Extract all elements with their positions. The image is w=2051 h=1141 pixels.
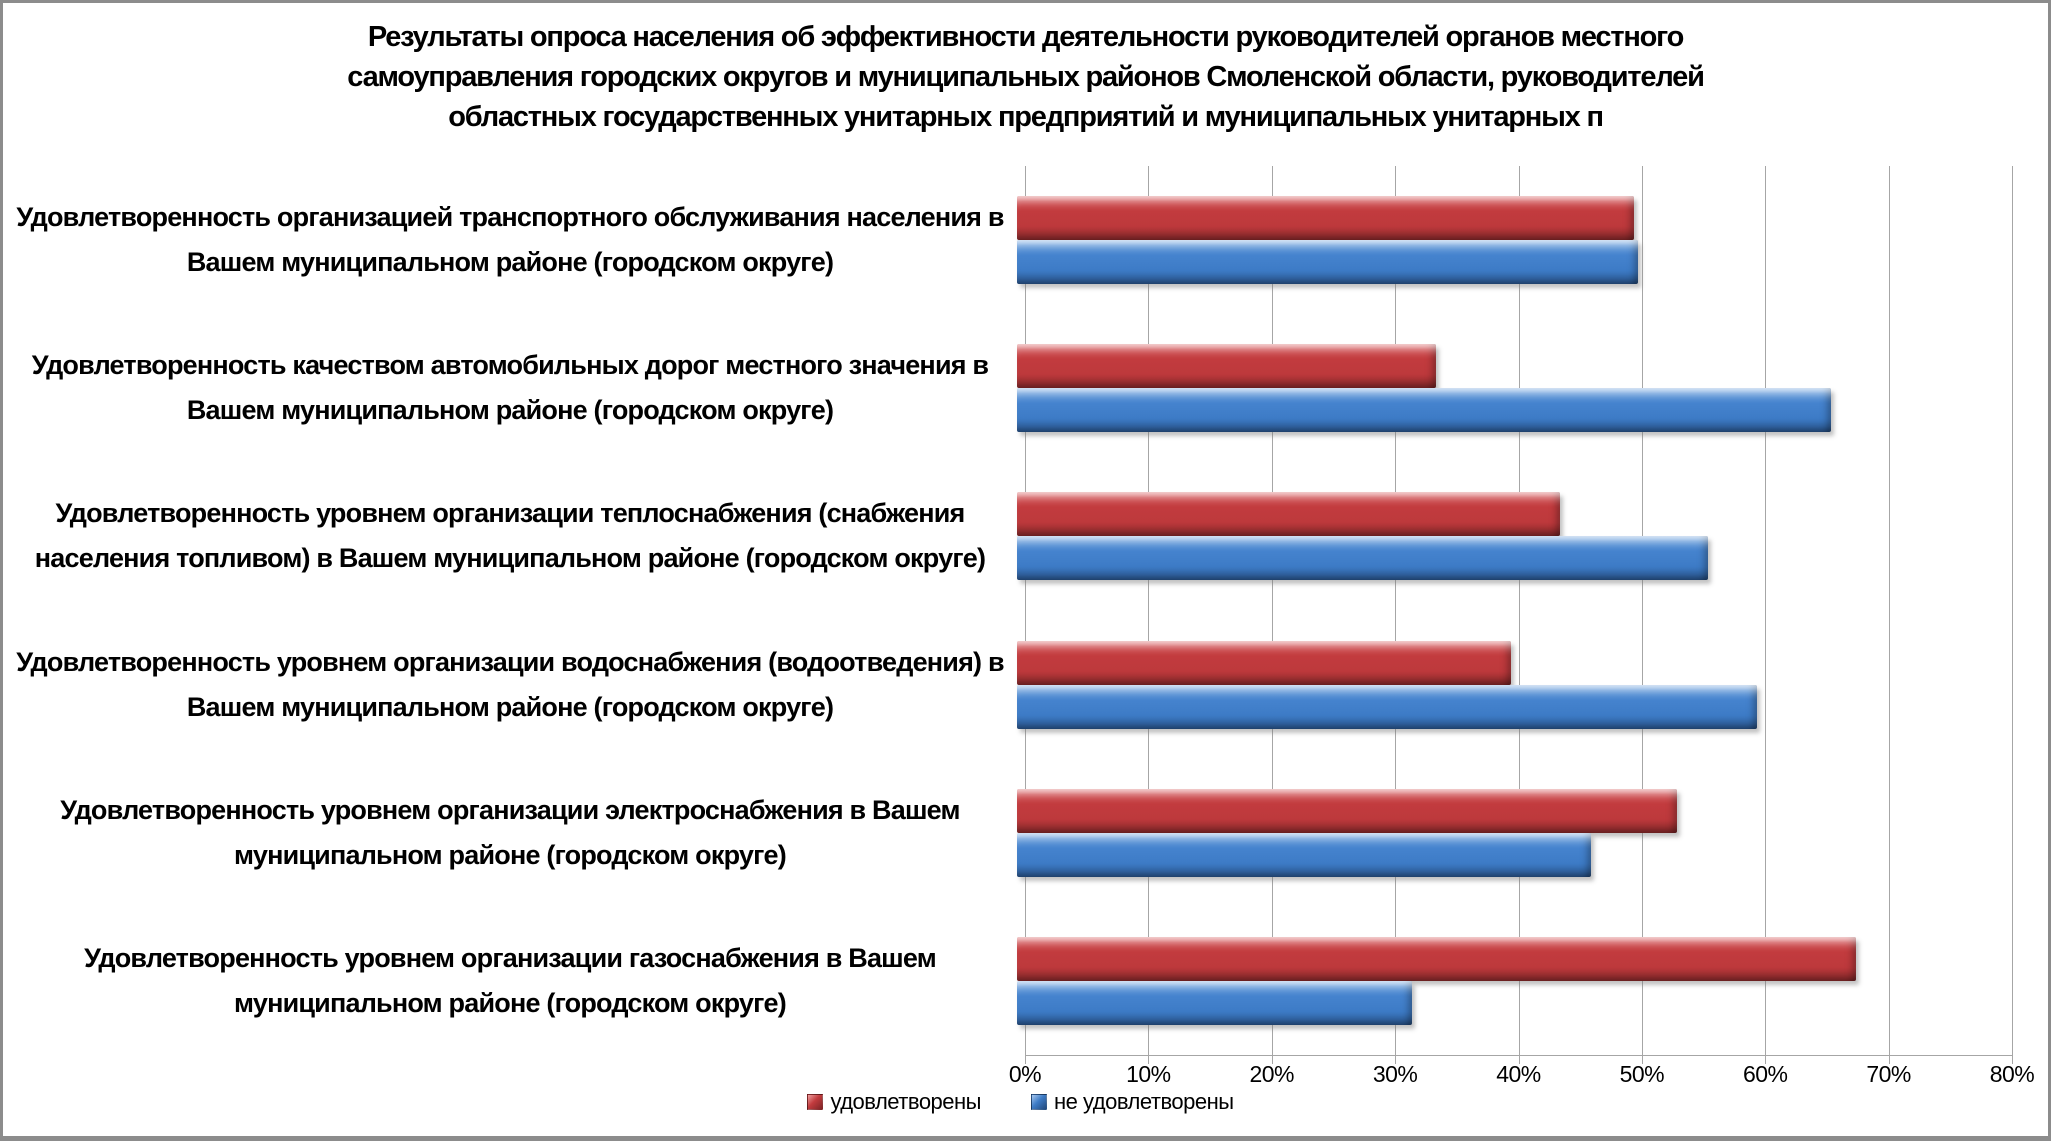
bar-not-satisfied-roads: [1017, 388, 1832, 433]
bar-group-water: [1017, 610, 2004, 758]
category-label-transport: Удовлетворенность организацией транспорт…: [16, 202, 1004, 278]
bar-satisfied-roads: [1017, 344, 1437, 389]
bar-not-satisfied-water: [1017, 684, 1758, 729]
chart-title-line-2: самоуправления городских округов и муниц…: [347, 61, 1705, 93]
bar-satisfied-electricity: [1017, 788, 1678, 833]
bar-group-heating: [1017, 462, 2004, 610]
x-axis-tick-80: 80%: [1989, 1061, 2035, 1087]
bar-group-transport: [1017, 166, 2004, 314]
category-label-electricity: Удовлетворенность уровнем организации эл…: [60, 794, 960, 870]
gridline-20pct: [1271, 166, 1273, 1064]
bar-satisfied-gas: [1017, 936, 1856, 981]
category-label-heating: Удовлетворенность уровнем организации те…: [34, 498, 986, 574]
gridline-40pct: [1518, 166, 1520, 1064]
bar-group-electricity: [1017, 759, 2004, 907]
x-axis-tick-60: 60%: [1742, 1061, 1788, 1087]
category-label-water: Удовлетворенность уровнем организации во…: [16, 646, 1004, 722]
gridline-10pct: [1148, 166, 1150, 1064]
category-label-roads: Удовлетворенность качеством автомобильны…: [31, 350, 989, 426]
bar-not-satisfied-heating: [1017, 536, 1708, 581]
bar-satisfied-heating: [1017, 492, 1560, 537]
chart-row-electricity: Удовлетворенность уровнем организации эл…: [3, 759, 2014, 907]
x-axis-tick-50: 50%: [1619, 1061, 1665, 1087]
bar-satisfied-water: [1017, 640, 1511, 685]
chart-title-line-1: Результаты опроса населения об эффективн…: [367, 21, 1685, 53]
legend-color-not-satisfied-icon: [1031, 1094, 1047, 1110]
bar-group-gas: [1017, 907, 2004, 1055]
chart-row-roads: Удовлетворенность качеством автомобильны…: [3, 314, 2014, 462]
chart-row-transport: Удовлетворенность организацией транспорт…: [3, 166, 2014, 314]
category-label-gas: Удовлетворенность уровнем организации га…: [84, 942, 937, 1018]
chart-row-heating: Удовлетворенность уровнем организации те…: [3, 462, 2014, 610]
x-axis-tick-40: 40%: [1496, 1061, 1541, 1087]
legend-item-not-satisfied: не удовлетворены: [1031, 1089, 1234, 1115]
x-axis-tick-20: 20%: [1249, 1061, 1295, 1087]
gridline-70pct: [1888, 166, 1890, 1064]
legend-label-not-satisfied: не удовлетворены: [1054, 1089, 1234, 1114]
legend-label-satisfied: удовлетворены: [830, 1089, 981, 1114]
chart-title-line-3: областных государственных унитарных пред…: [448, 101, 1604, 133]
legend-item-satisfied: удовлетворены: [807, 1089, 981, 1115]
chart-title: Результаты опроса населения об эффективн…: [176, 17, 1876, 137]
gridline-50pct: [1641, 166, 1643, 1064]
bar-satisfied-transport: [1017, 196, 1634, 241]
chart-row-gas: Удовлетворенность уровнем организации га…: [3, 907, 2014, 1055]
bar-not-satisfied-electricity: [1017, 832, 1591, 877]
legend-color-satisfied-icon: [807, 1094, 824, 1110]
x-axis-tick-30: 30%: [1372, 1061, 1418, 1087]
x-axis-tick-70: 70%: [1866, 1061, 1911, 1087]
gridline-80pct: [2012, 166, 2013, 1064]
plot-area: [1025, 166, 2013, 1064]
bar-group-roads: [1017, 314, 2004, 462]
gridline-0pct: [1025, 166, 1026, 1064]
x-axis-tick-0: 0%: [1008, 1061, 1042, 1087]
x-axis-tick-10: 10%: [1126, 1061, 1171, 1087]
bar-rows: Удовлетворенность организацией транспорт…: [3, 166, 2014, 1055]
gridline-60pct: [1765, 166, 1767, 1064]
legend: удовлетворены не удовлетворены: [3, 1089, 2038, 1115]
chart-row-water: Удовлетворенность уровнем организации во…: [3, 610, 2014, 758]
bar-not-satisfied-gas: [1017, 980, 1412, 1025]
x-axis: 0% 10% 20% 30% 40% 50% 60% 70% 80%: [1009, 1061, 2035, 1091]
bar-not-satisfied-transport: [1017, 240, 1638, 285]
gridline-30pct: [1395, 166, 1397, 1064]
